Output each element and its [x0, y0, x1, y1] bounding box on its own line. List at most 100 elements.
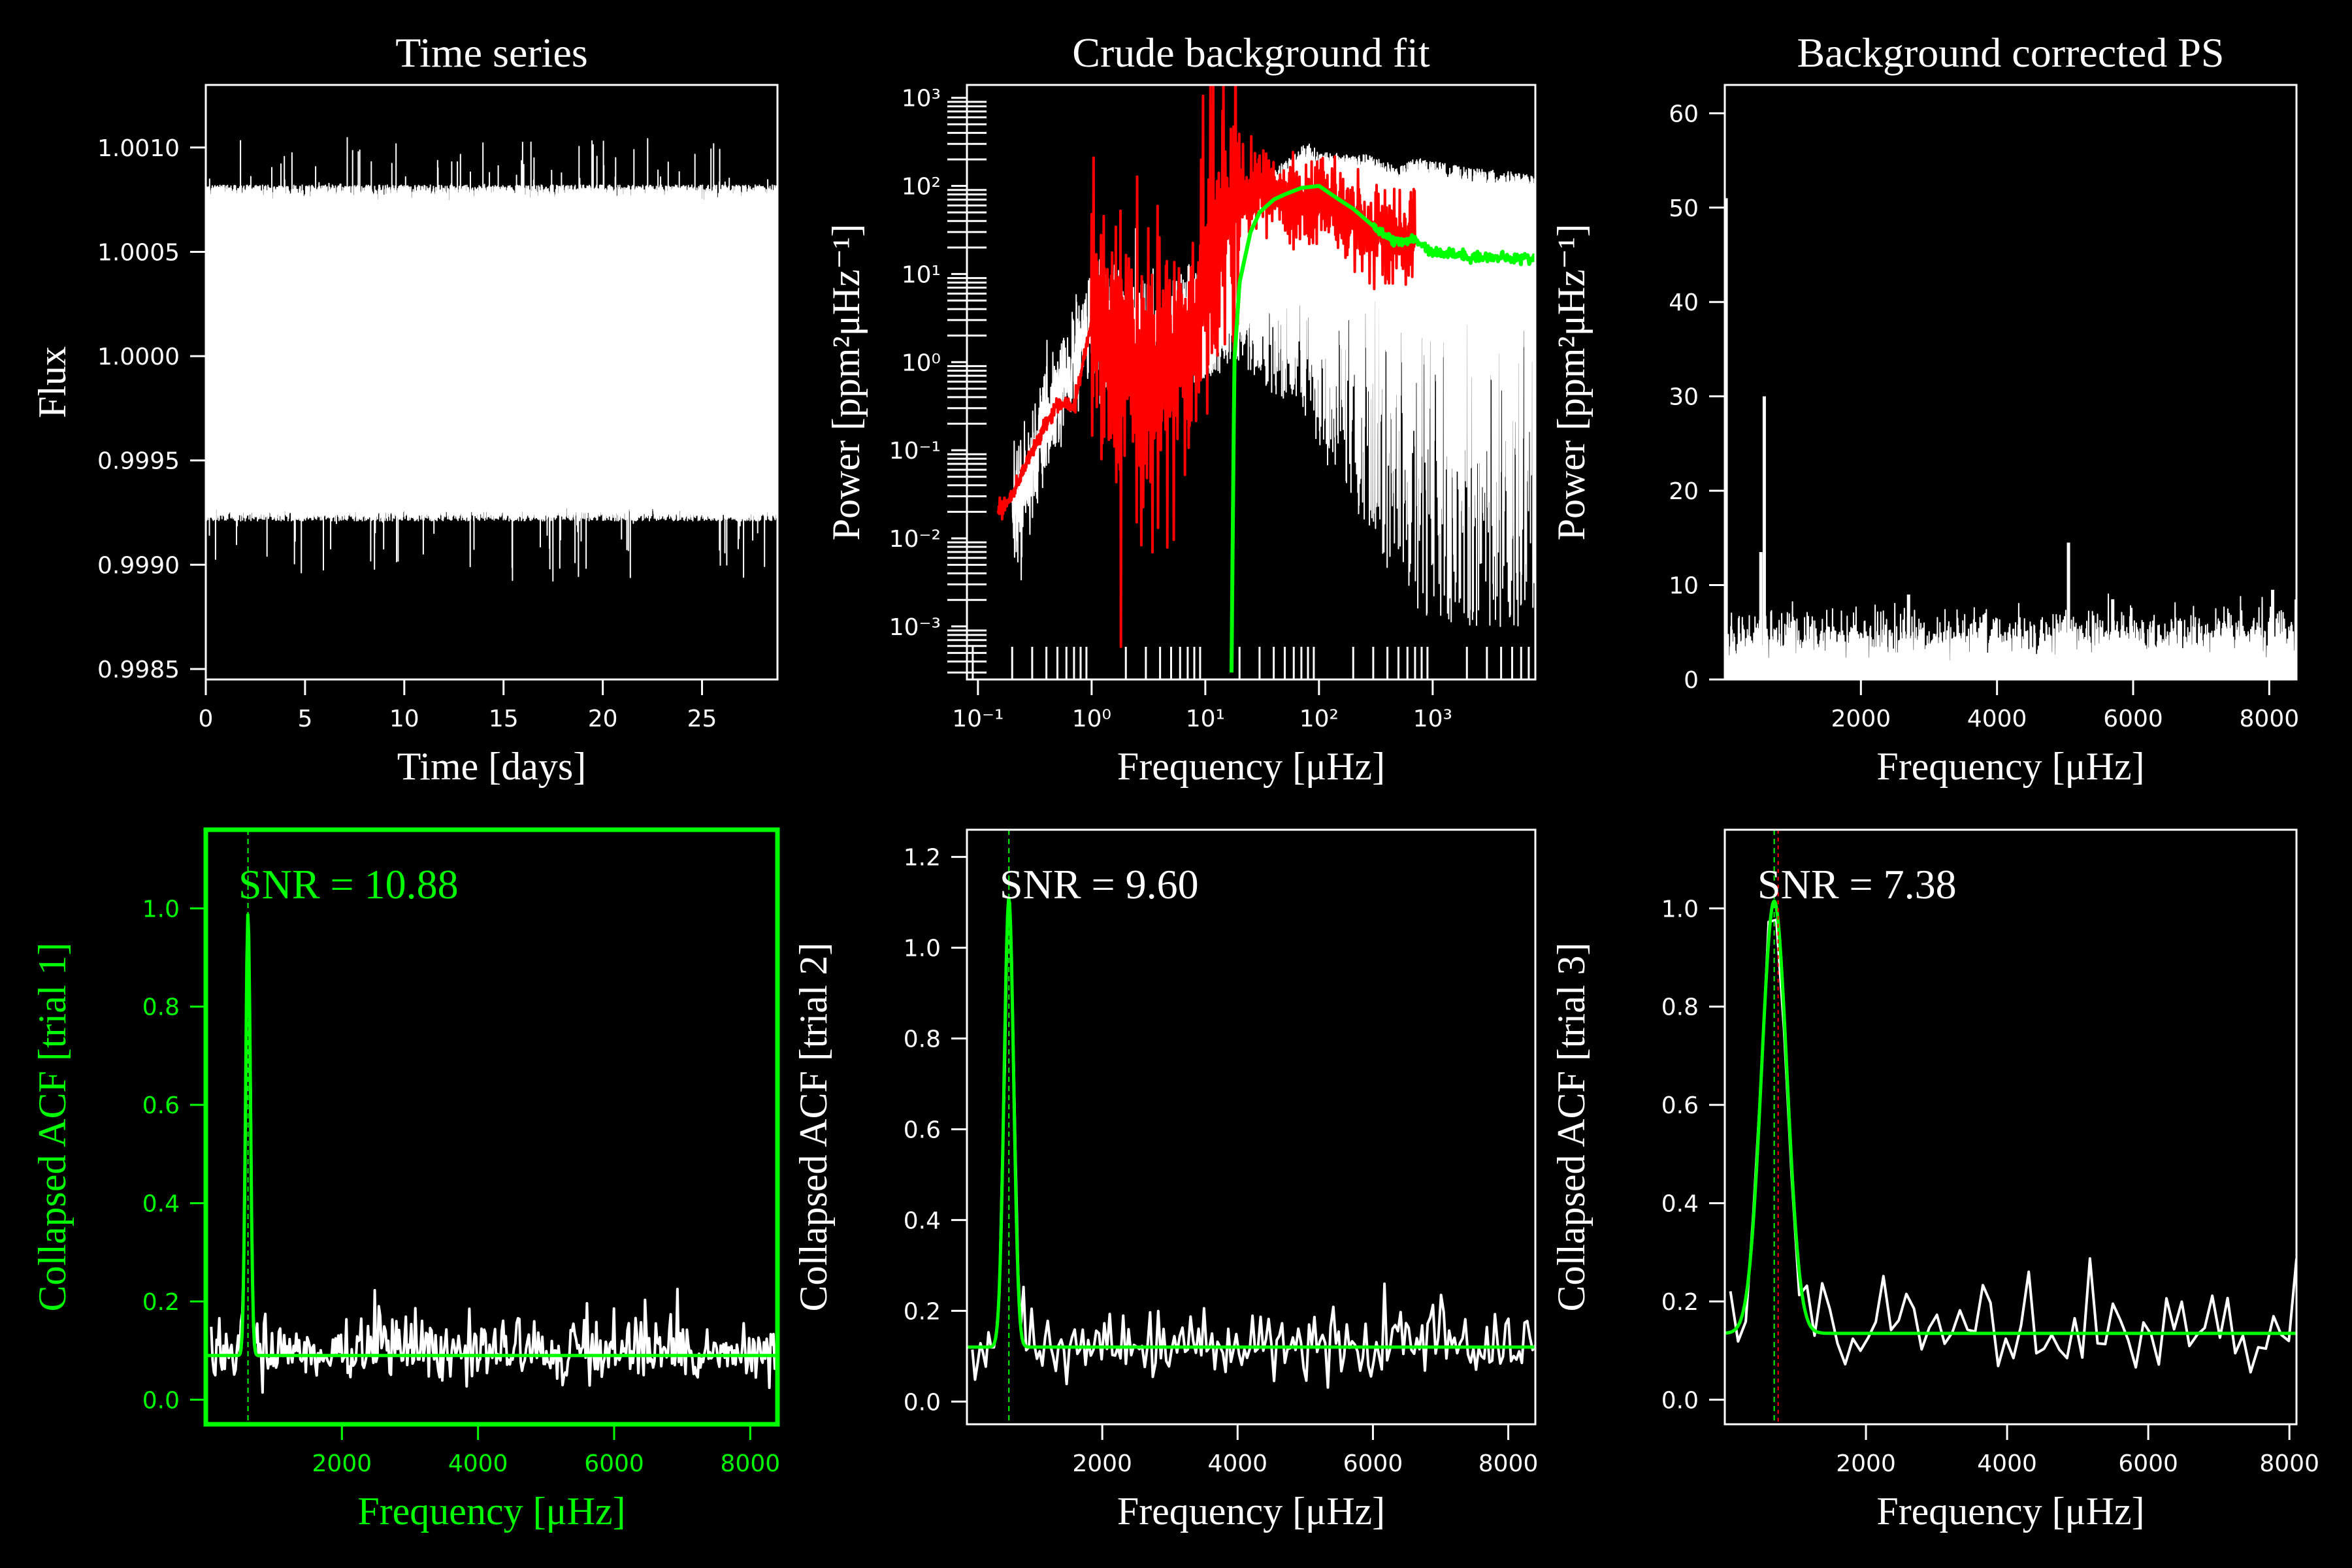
panel-acf_trial1: 2000 4000 6000 8000 0.0 0.2 0.4 0.6 0.8 1.0 Freque…: [31, 827, 780, 1533]
y-tick-label: 1.0: [142, 896, 180, 923]
y-tick-label: 0.6: [904, 1117, 941, 1143]
axes-frame: [966, 84, 1537, 681]
series-acf: [210, 920, 777, 1394]
panel-bg_corrected: 2000 4000 6000 8000 0 10 20 30 40 50 60 Background …: [1550, 29, 2299, 788]
y-tick-label: 1.0010: [97, 135, 180, 162]
x-tick-label: 8000: [1478, 1450, 1539, 1477]
x-tick-label: 10¹: [1186, 706, 1225, 732]
x-tick-label: 2000: [1836, 1450, 1896, 1477]
y-tick-label: 10⁻¹: [889, 438, 941, 465]
y-tick-label: 0.9985: [97, 657, 180, 683]
x-ticks-background_fit: 10⁻¹ 10⁰ 10¹ 10² 10³: [952, 647, 1537, 732]
panel-acf_trial2: 2000 4000 6000 8000 0.0 0.2 0.4 0.6 0.8 1.0 1.2 Fre…: [792, 828, 1538, 1533]
y-ticks-acf_trial3: 0.0 0.2 0.4 0.6 0.8 1.0: [1661, 896, 1725, 1414]
y-tick-label: 0.9995: [97, 448, 180, 475]
y-tick-label: 0.2: [142, 1289, 180, 1316]
y-tick-label: 1.0000: [97, 344, 180, 370]
y-tick-label: 0.4: [904, 1207, 941, 1234]
x-ticks-acf_trial1: 2000 4000 6000 8000: [312, 1424, 780, 1477]
x-tick-label: 6000: [1343, 1450, 1403, 1477]
series-gaussian-fit: [206, 913, 777, 1358]
x-ticks-acf_trial3: 2000 4000 6000 8000: [1836, 1424, 2319, 1477]
series-acf: [971, 914, 1535, 1389]
panel-title: Background corrected PS: [1797, 29, 2224, 76]
x-tick-label: 6000: [2118, 1450, 2178, 1477]
y-tick-label: 0.4: [1661, 1191, 1699, 1218]
x-tick-label: 6000: [2103, 706, 2163, 732]
x-tick-label: 4000: [1207, 1450, 1267, 1477]
x-tick-label: 25: [687, 706, 717, 732]
y-tick-label: 40: [1669, 289, 1699, 316]
y-axis-label: Power [ppm²μHz⁻¹]: [825, 224, 868, 541]
y-tick-label: 1.0005: [97, 239, 180, 266]
y-tick-label: 0.0: [904, 1389, 941, 1416]
x-tick-label: 6000: [584, 1450, 644, 1477]
panel-title: Time series: [395, 29, 588, 76]
axes-frame: [203, 827, 780, 1427]
x-tick-label: 2000: [1831, 706, 1891, 732]
y-axis-label: Collapsed ACF [trial 1]: [31, 943, 74, 1312]
y-tick-label: 0.9990: [97, 552, 180, 579]
x-tick-label: 8000: [2259, 1450, 2319, 1477]
x-tick-label: 10⁰: [1072, 706, 1111, 732]
snr-annotation: SNR = 9.60: [1000, 861, 1199, 907]
spike-group: [1725, 198, 2275, 679]
series-background-fit: [1230, 184, 1535, 673]
y-ticks-acf_trial2: 0.0 0.2 0.4 0.6 0.8 1.0 1.2: [904, 845, 967, 1416]
x-tick-label: 4000: [1977, 1450, 2037, 1477]
x-ticks-time_series: 0 5 10 15 20 25: [199, 679, 717, 732]
y-tick-label: 10³: [902, 86, 941, 112]
axes-frame: [1723, 828, 2298, 1426]
x-axis-label: Time [days]: [397, 745, 586, 788]
y-tick-label: 1.0: [1661, 896, 1699, 923]
y-tick-label: 50: [1669, 195, 1699, 222]
y-tick-label: 30: [1669, 384, 1699, 411]
snr-annotation: SNR = 10.88: [238, 861, 459, 907]
series-corrected-power: [1725, 593, 2296, 679]
y-axis-label: Collapsed ACF [trial 3]: [1550, 943, 1593, 1312]
panel-time_series: 0 5 10 15 20 25 0.9985 0.9990 0.9995 1.0000 1.0005…: [31, 29, 779, 788]
series-gaussian-fit: [967, 896, 1535, 1349]
x-axis-label: Frequency [μHz]: [357, 1490, 625, 1533]
x-tick-label: 5: [297, 706, 312, 732]
y-tick-label: 0.8: [142, 994, 180, 1021]
y-tick-label: 20: [1669, 478, 1699, 505]
x-axis-label: Frequency [μHz]: [1117, 1490, 1385, 1533]
axes-frame: [204, 84, 779, 681]
y-axis-label: Flux: [31, 346, 74, 418]
x-axis-label: Frequency [μHz]: [1876, 745, 2144, 788]
y-ticks-background_fit: 10⁻³ 10⁻² 10⁻¹ 10⁰ 10¹ 10² 10³: [889, 86, 987, 674]
y-tick-label: 0: [1684, 667, 1699, 694]
y-tick-label: 0.6: [1661, 1092, 1699, 1119]
panel-background_fit: 10⁻¹ 10⁰ 10¹ 10² 10³ 10⁻³ 10⁻² 10⁻¹ 10⁰ 10¹ 10² 10³…: [825, 29, 1537, 788]
snr-annotation: SNR = 7.38: [1757, 861, 1957, 907]
x-tick-label: 2000: [1072, 1450, 1132, 1477]
y-tick-label: 0.2: [1661, 1289, 1699, 1316]
axes-frame: [1723, 84, 2298, 681]
x-tick-label: 10: [389, 706, 419, 732]
x-tick-label: 8000: [2240, 706, 2300, 732]
x-ticks-bg_corrected: 2000 4000 6000 8000: [1831, 679, 2300, 732]
y-axis-label: Power [ppm²μHz⁻¹]: [1550, 224, 1593, 541]
x-tick-label: 10³: [1413, 706, 1452, 732]
x-tick-label: 10⁻¹: [952, 706, 1004, 732]
axes-frame: [966, 828, 1537, 1426]
x-ticks-acf_trial2: 2000 4000 6000 8000: [1072, 1424, 1538, 1477]
y-tick-label: 10²: [902, 174, 941, 201]
y-tick-label: 0.0: [1661, 1387, 1699, 1414]
y-tick-label: 10⁻³: [889, 614, 941, 641]
y-tick-label: 0.6: [142, 1092, 180, 1119]
series-flux: [206, 137, 777, 582]
y-tick-label: 0.4: [142, 1191, 180, 1218]
y-tick-label: 0.8: [1661, 994, 1699, 1021]
y-tick-label: 0.8: [904, 1026, 941, 1053]
y-tick-label: 10⁰: [902, 350, 941, 376]
x-tick-label: 4000: [448, 1450, 508, 1477]
y-axis-label: Collapsed ACF [trial 2]: [792, 943, 835, 1312]
x-tick-label: 15: [489, 706, 519, 732]
x-tick-label: 20: [588, 706, 618, 732]
x-tick-label: 4000: [1967, 706, 2027, 732]
y-tick-label: 1.0: [904, 936, 941, 962]
x-tick-label: 2000: [312, 1450, 372, 1477]
